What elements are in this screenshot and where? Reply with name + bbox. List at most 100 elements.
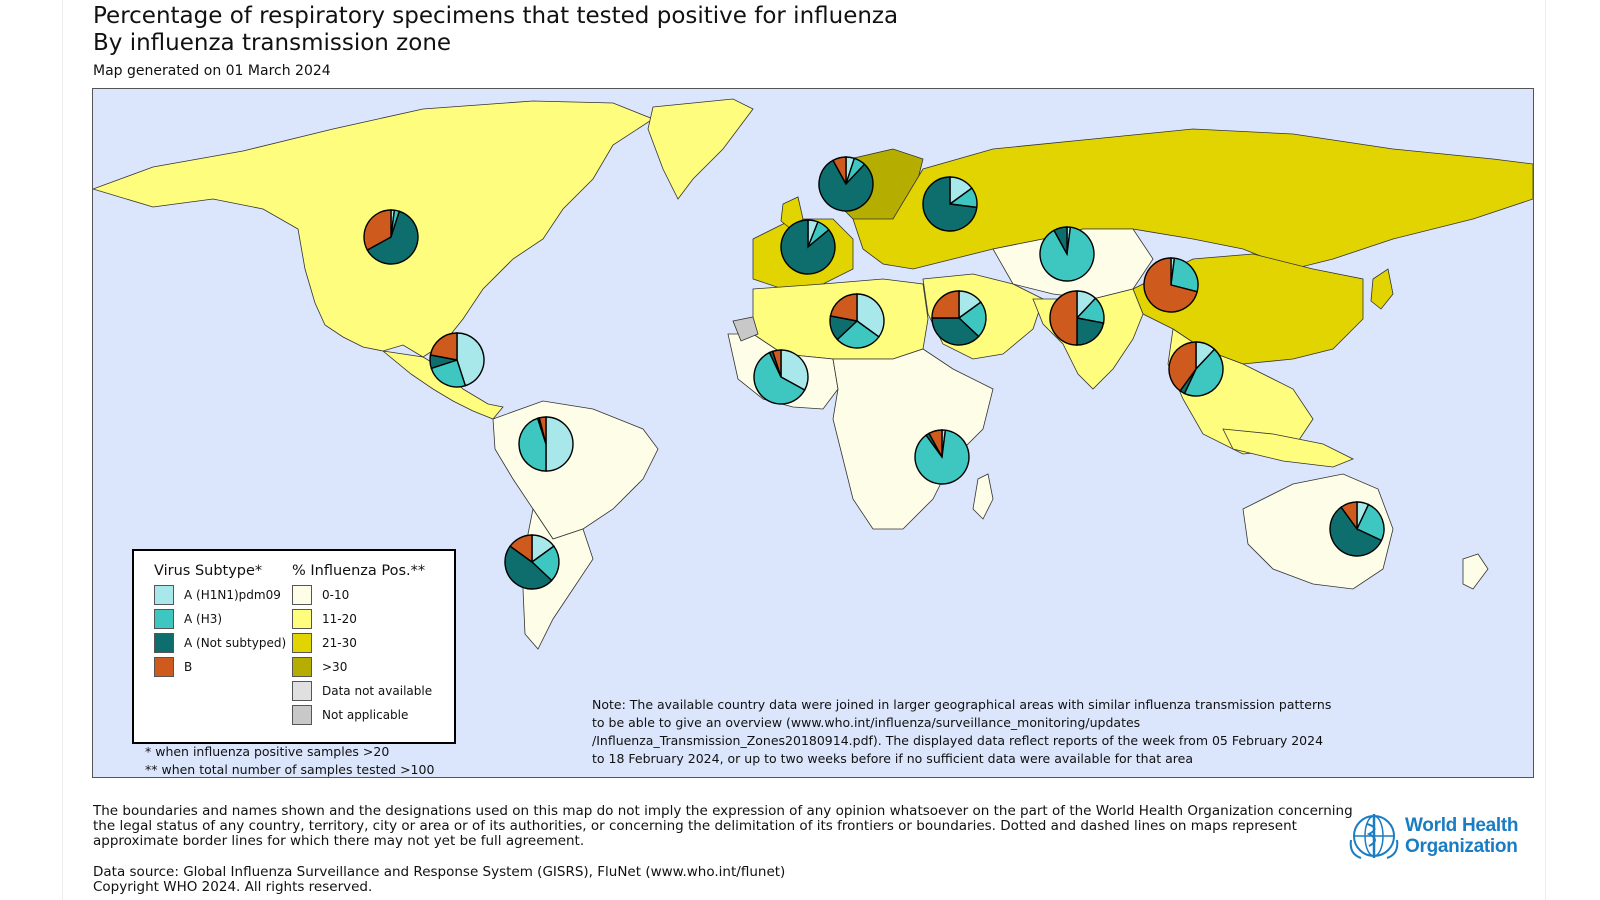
data-source: Data source: Global Influenza Surveillan… [93,864,786,880]
legend-item-11-20: 11-20 [292,608,357,630]
pie-slice-a-not-subtyped- [504,545,553,590]
swatch-0-10 [292,585,312,605]
legend-label: >30 [322,660,348,674]
legend-item-21-30: 21-30 [292,632,357,654]
pie-slice-b [771,349,782,378]
zone-new-zealand [1462,553,1489,590]
footnote-positive-samples: * when influenza positive samples >20 [145,744,390,759]
map-subtitle: By influenza transmission zone [93,30,452,56]
pie-eastern-asia [1143,257,1199,313]
pie-layer [363,156,1385,590]
who-wordmark-line1: World Health [1405,815,1519,836]
zone-western-sahara [732,316,759,342]
pie-slice-a-not-subtyped- [780,219,836,275]
legend-label: A (H1N1)pdm09 [184,588,281,602]
swatch-gt30 [292,657,312,677]
swatch-not-subtyped [154,633,174,653]
swatch-11-20 [292,609,312,629]
legend-label: B [184,660,193,674]
pie-north-america [363,209,419,265]
swatch-not-available [292,681,312,701]
legend-item-0-10: 0-10 [292,584,349,606]
pie-slice-b [1143,257,1199,313]
pie-south-west-europe [780,219,836,275]
pie-slice-a-not-subtyped- [1053,226,1068,255]
legend: Virus Subtype* % Influenza Pos.** A (H1N… [132,549,456,744]
map-title: Percentage of respiratory specimens that… [93,3,899,29]
pie-slice-a-h3- [1170,257,1199,293]
copyright: Copyright WHO 2024. All rights reserved. [93,879,373,895]
legend-label: 21-30 [322,636,357,650]
pie-eastern-africa [914,429,970,485]
map-note: Note: The available country data were jo… [592,697,1332,766]
legend-label: Data not available [322,684,433,698]
disclaimer: The boundaries and names shown and the d… [93,803,1353,849]
pie-slice-a-h3- [1183,348,1224,397]
who-logo: World Health Organization [1347,810,1519,862]
pie-slice-b [1168,341,1197,392]
pie-slice-a-h1n1-pdm09 [545,416,574,472]
pie-southern-asia [1049,290,1105,346]
pie-northern-europe [818,156,874,212]
pie-slice-a-h3- [530,545,560,582]
pie-slice-b [1049,290,1078,346]
pie-slice-b [829,293,858,322]
who-wordmark: World Health Organization [1405,815,1519,857]
legend-item-gt30: >30 [292,656,347,678]
pie-slice-a-not-subtyped- [922,176,978,232]
legend-label: 11-20 [322,612,357,626]
legend-item-not-available: Data not available [292,680,432,702]
swatch-h1n1 [154,585,174,605]
zone-greenland [647,98,754,200]
generated-date: Map generated on 01 March 2024 [93,63,331,79]
pie-temperate-south-america [504,534,560,590]
pie-eastern-europe [922,176,978,232]
who-emblem-icon [1349,814,1399,859]
zone-indonesia [1222,428,1354,468]
legend-label: A (Not subtyped) [184,636,287,650]
pie-slice-b [538,416,547,445]
legend-item-h1n1: A (H1N1)pdm09 [154,584,281,606]
pie-slice-a-h1n1-pdm09 [456,332,485,387]
zone-eastern-europe [852,128,1533,270]
footnote-samples-tested: ** when total number of samples tested >… [145,762,435,777]
pie-slice-a-h3- [430,359,467,388]
legend-item-b: B [154,656,192,678]
legend-item-not-subtyped: A (Not subtyped) [154,632,286,654]
pie-slice-a-h3- [957,301,987,338]
pie-south-east-asia [1168,341,1224,397]
legend-item-not-applicable: Not applicable [292,704,408,726]
legend-subtype-title: Virus Subtype* [154,563,263,579]
swatch-not-applicable [292,705,312,725]
pie-slice-a-not-subtyped- [1076,317,1105,346]
pie-slice-a-not-subtyped- [366,210,419,265]
pie-central-america-caribbean [429,332,485,388]
pie-slice-a-h1n1-pdm09 [856,293,885,338]
zone-eastern-africa [832,348,994,530]
pie-tropical-south-america [518,416,574,472]
pie-western-africa [753,349,809,405]
pie-slice-a-h3- [518,417,547,472]
legend-item-h3: A (H3) [154,608,222,630]
pie-slice-b [363,209,392,251]
pie-slice-b [928,429,943,458]
legend-label: Not applicable [322,708,409,722]
pie-slice-a-not-subtyped- [818,159,874,212]
pie-slice-b [931,290,960,319]
pie-oceania-melanesia-polynesia [1329,501,1385,557]
pie-slice-b [509,534,533,564]
swatch-b [154,657,174,677]
pie-northern-africa [829,293,885,349]
map-svg [93,98,1533,650]
legend-positivity-title: % Influenza Pos.** [292,563,426,579]
pie-slice-a-h3- [753,351,806,405]
pie-slice-a-not-subtyped- [1329,506,1383,557]
pie-slice-b [429,332,458,361]
legend-label: A (H3) [184,612,223,626]
pie-western-asia [931,290,987,346]
who-wordmark-line2: Organization [1405,836,1518,857]
legend-label: 0-10 [322,588,350,602]
pie-slice-a-not-subtyped- [931,317,980,346]
swatch-h3 [154,609,174,629]
pie-slice-a-h3- [836,320,880,349]
